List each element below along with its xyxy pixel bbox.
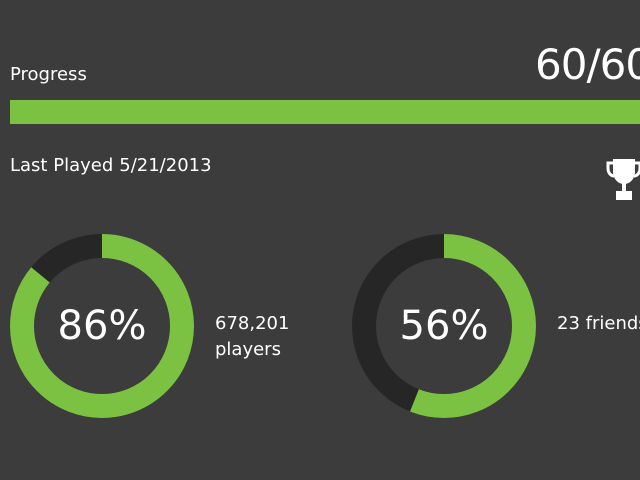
friends-donut-chart: 56%	[352, 234, 536, 418]
players-count: 678,201	[215, 313, 290, 334]
players-count-text: 678,201 players	[215, 311, 289, 363]
progress-bar	[10, 100, 640, 124]
last-played-date: 5/21/2013	[119, 155, 212, 176]
players-noun: players	[215, 339, 281, 360]
friends-count-text: 23 friends	[557, 311, 640, 337]
last-played: Last Played 5/21/2013	[10, 155, 212, 176]
progress-bar-fill	[10, 100, 640, 124]
friends-count: 23 friends	[557, 313, 640, 334]
players-donut-chart: 86%	[10, 234, 194, 418]
donut-fill	[10, 234, 194, 418]
players-percent: 86%	[57, 303, 147, 349]
trophy-icon	[606, 157, 640, 203]
progress-value: 60/60	[535, 40, 640, 89]
last-played-label: Last Played	[10, 155, 114, 176]
friends-percent: 56%	[399, 303, 489, 349]
progress-label: Progress	[10, 64, 87, 85]
donut-fill	[352, 234, 536, 418]
